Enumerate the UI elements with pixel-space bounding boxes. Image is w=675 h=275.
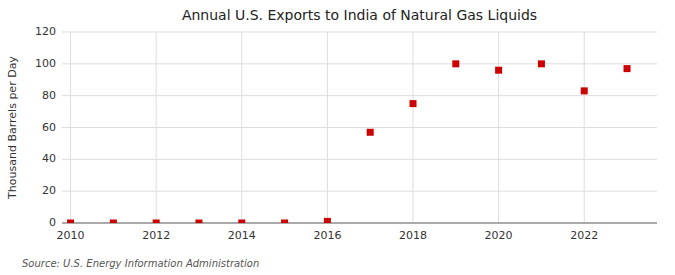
point: [495, 67, 502, 74]
y-tick-label: 100: [35, 57, 56, 70]
x-grid-line: [327, 32, 328, 223]
chart: 0 20 40 60 80 100 120 2010 2012 2014 2016 2018 2020 2…: [0, 0, 675, 275]
title: Annual U.S. Exports to India of Natural …: [182, 7, 537, 23]
point: [367, 129, 374, 136]
y-grid-line: [62, 223, 657, 224]
x-grid-line: [584, 32, 585, 223]
x-tick-label: 2020: [485, 229, 513, 242]
x-tick-label: 2022: [570, 229, 598, 242]
y-tick-label: 80: [42, 89, 56, 102]
x-grid-line: [70, 32, 71, 223]
y-tick-label: 60: [42, 121, 56, 134]
point: [67, 220, 74, 224]
x-grid-line: [413, 32, 414, 223]
point: [281, 220, 288, 224]
y-axis-label: Thousand Barrels per Day: [6, 56, 19, 200]
x-grid-line: [498, 32, 499, 223]
y-tick-label: 20: [42, 184, 56, 197]
point: [195, 220, 202, 224]
y-tick-label: 40: [42, 152, 56, 165]
x-tick-label: 2014: [228, 229, 256, 242]
y-grid-line: [62, 191, 657, 192]
point: [538, 60, 545, 67]
y-grid-line: [62, 127, 657, 128]
point: [624, 65, 631, 72]
y-tick-label: 120: [35, 25, 56, 38]
x-tick-label: 2018: [399, 229, 427, 242]
x-tick-label: 2016: [313, 229, 341, 242]
x-axis-line: [62, 223, 657, 224]
y-grid-line: [62, 95, 657, 96]
point: [153, 220, 160, 224]
grid: [62, 32, 657, 223]
x-tick-label: 2010: [57, 229, 85, 242]
y-tick-label: 0: [49, 216, 56, 229]
x-grid-line: [156, 32, 157, 223]
point: [110, 220, 117, 224]
x-grid-line: [241, 32, 242, 223]
point: [238, 220, 245, 224]
x-tick-label: 2012: [142, 229, 170, 242]
y-grid-line: [62, 32, 657, 33]
tick-labels: 0 20 40 60 80 100 120 2010 2012 2014 2016 2018 2020 2…: [35, 25, 598, 242]
point: [452, 60, 459, 67]
y-grid-line: [62, 63, 657, 64]
points: [67, 60, 630, 223]
source-note: Source: U.S. Energy Information Administ…: [22, 258, 259, 269]
point: [581, 87, 588, 94]
y-grid-line: [62, 159, 657, 160]
point: [410, 100, 417, 107]
point: [324, 218, 331, 223]
